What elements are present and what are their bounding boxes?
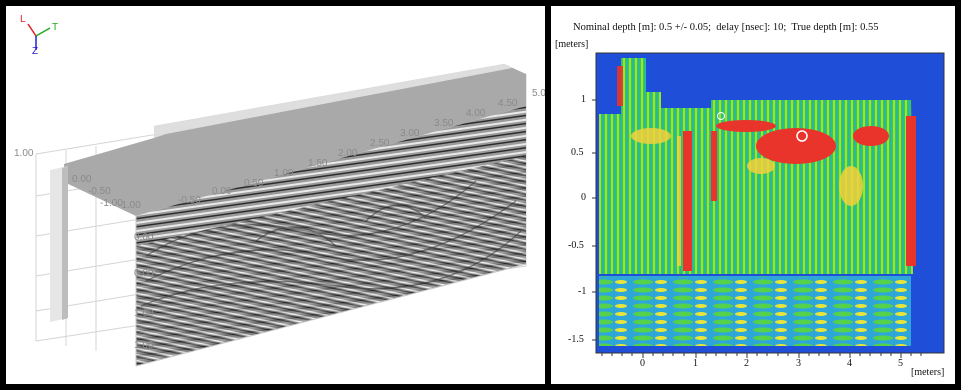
triad-label-z: Z (32, 46, 39, 57)
x-tick: 4 (847, 358, 852, 369)
y-tick: 0.00 (72, 174, 92, 185)
y-tick: -1.00 (100, 198, 123, 209)
x-tick: 1.00 (274, 168, 294, 179)
delay-label: delay [nsec]: (716, 22, 771, 33)
x-tick: 5.0 (532, 88, 545, 99)
volume-block-graphic (35, 64, 527, 367)
nominal-depth-value: 0.5 +/- 0.05; (659, 22, 712, 33)
y-tick: 0.5 (571, 147, 584, 158)
x-tick: 2.00 (338, 148, 358, 159)
depth-slice-view[interactable]: Nominal depth [m]: 0.5 +/- 0.05; delay [… (551, 6, 955, 384)
depth-tick: 1.00 (134, 340, 154, 351)
x-tick: -1.00 (118, 200, 141, 211)
x-tick: 3 (796, 358, 801, 369)
x-tick: 5 (898, 358, 903, 369)
x-tick: 4.50 (498, 98, 518, 109)
x-tick: -0.50 (178, 195, 201, 206)
x-tick: 1 (693, 358, 698, 369)
true-depth-value: 0.55 (860, 22, 879, 33)
x-unit-label: [meters] (911, 367, 945, 378)
y-unit-label: [meters] (555, 39, 589, 50)
slice-heatmap (592, 52, 945, 358)
depth-tick: 1.00 (134, 308, 154, 319)
y-tick: -0.5 (568, 240, 584, 251)
axis-triad-icon (27, 23, 51, 50)
x-tick: 0.50 (244, 178, 264, 189)
x-tick: 2 (744, 358, 749, 369)
y-tick: -1.5 (568, 334, 584, 345)
x-tick: 2.50 (370, 138, 390, 149)
depth-tick: 0.00 (134, 232, 154, 243)
y-tick: -0.50 (88, 186, 111, 197)
triad-label-t: T (52, 22, 59, 33)
x-tick: 3.50 (434, 118, 454, 129)
slice-info-header: Nominal depth [m]: 0.5 +/- 0.05; delay [… (573, 22, 878, 33)
x-tick: 3.00 (400, 128, 420, 139)
y-tick: -1 (578, 286, 587, 297)
x-tick: 1.50 (308, 158, 328, 169)
delay-value: 10; (772, 22, 787, 33)
depth-tick: 0.00 (134, 268, 154, 279)
x-tick: 4.00 (466, 108, 486, 119)
y-tick: 0 (581, 192, 586, 203)
y-tick: 1.00 (14, 148, 34, 159)
true-depth-label: True depth [m]: (791, 22, 858, 33)
y-tick: 1 (581, 94, 586, 105)
triad-label-l: L (20, 14, 26, 25)
nominal-depth-label: Nominal depth [m]: (573, 22, 657, 33)
radargram-3d-view[interactable]: L T Z -1.00 -0.50 0.00 0.50 1.00 1.50 2.… (6, 6, 545, 384)
x-tick: 0.00 (212, 186, 232, 197)
x-tick: 0 (640, 358, 645, 369)
